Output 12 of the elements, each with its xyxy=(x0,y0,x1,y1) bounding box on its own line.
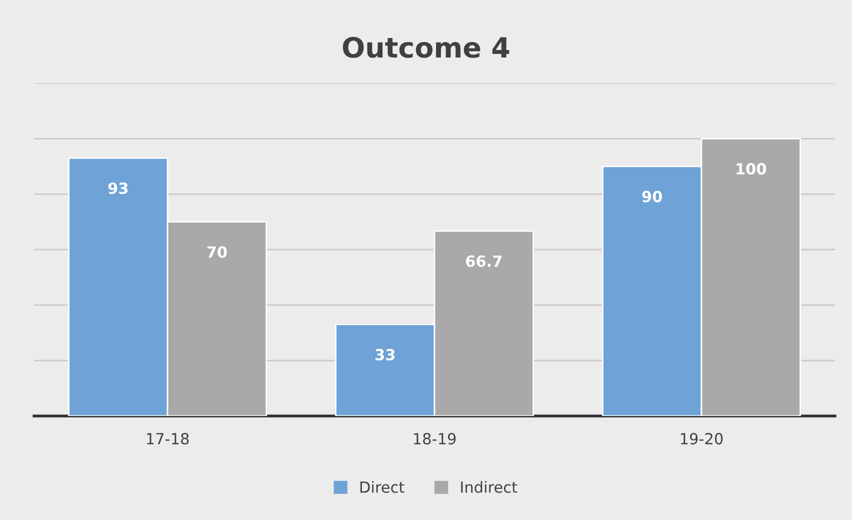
x-tick-label: 18-19 xyxy=(414,432,456,444)
data-label: 33 xyxy=(376,348,395,360)
data-label: 93 xyxy=(108,182,128,194)
data-label: 70 xyxy=(207,246,227,258)
x-tick-label: 19-20 xyxy=(680,432,723,444)
data-label: 66.7 xyxy=(466,255,502,267)
legend-label: Indirect xyxy=(461,481,518,493)
legend-label: Direct xyxy=(360,481,404,493)
data-label: 90 xyxy=(642,190,662,202)
chart-title: Outcome 4 xyxy=(342,36,510,58)
x-tick-label: 17-18 xyxy=(147,432,189,444)
data-label: 100 xyxy=(736,163,766,175)
